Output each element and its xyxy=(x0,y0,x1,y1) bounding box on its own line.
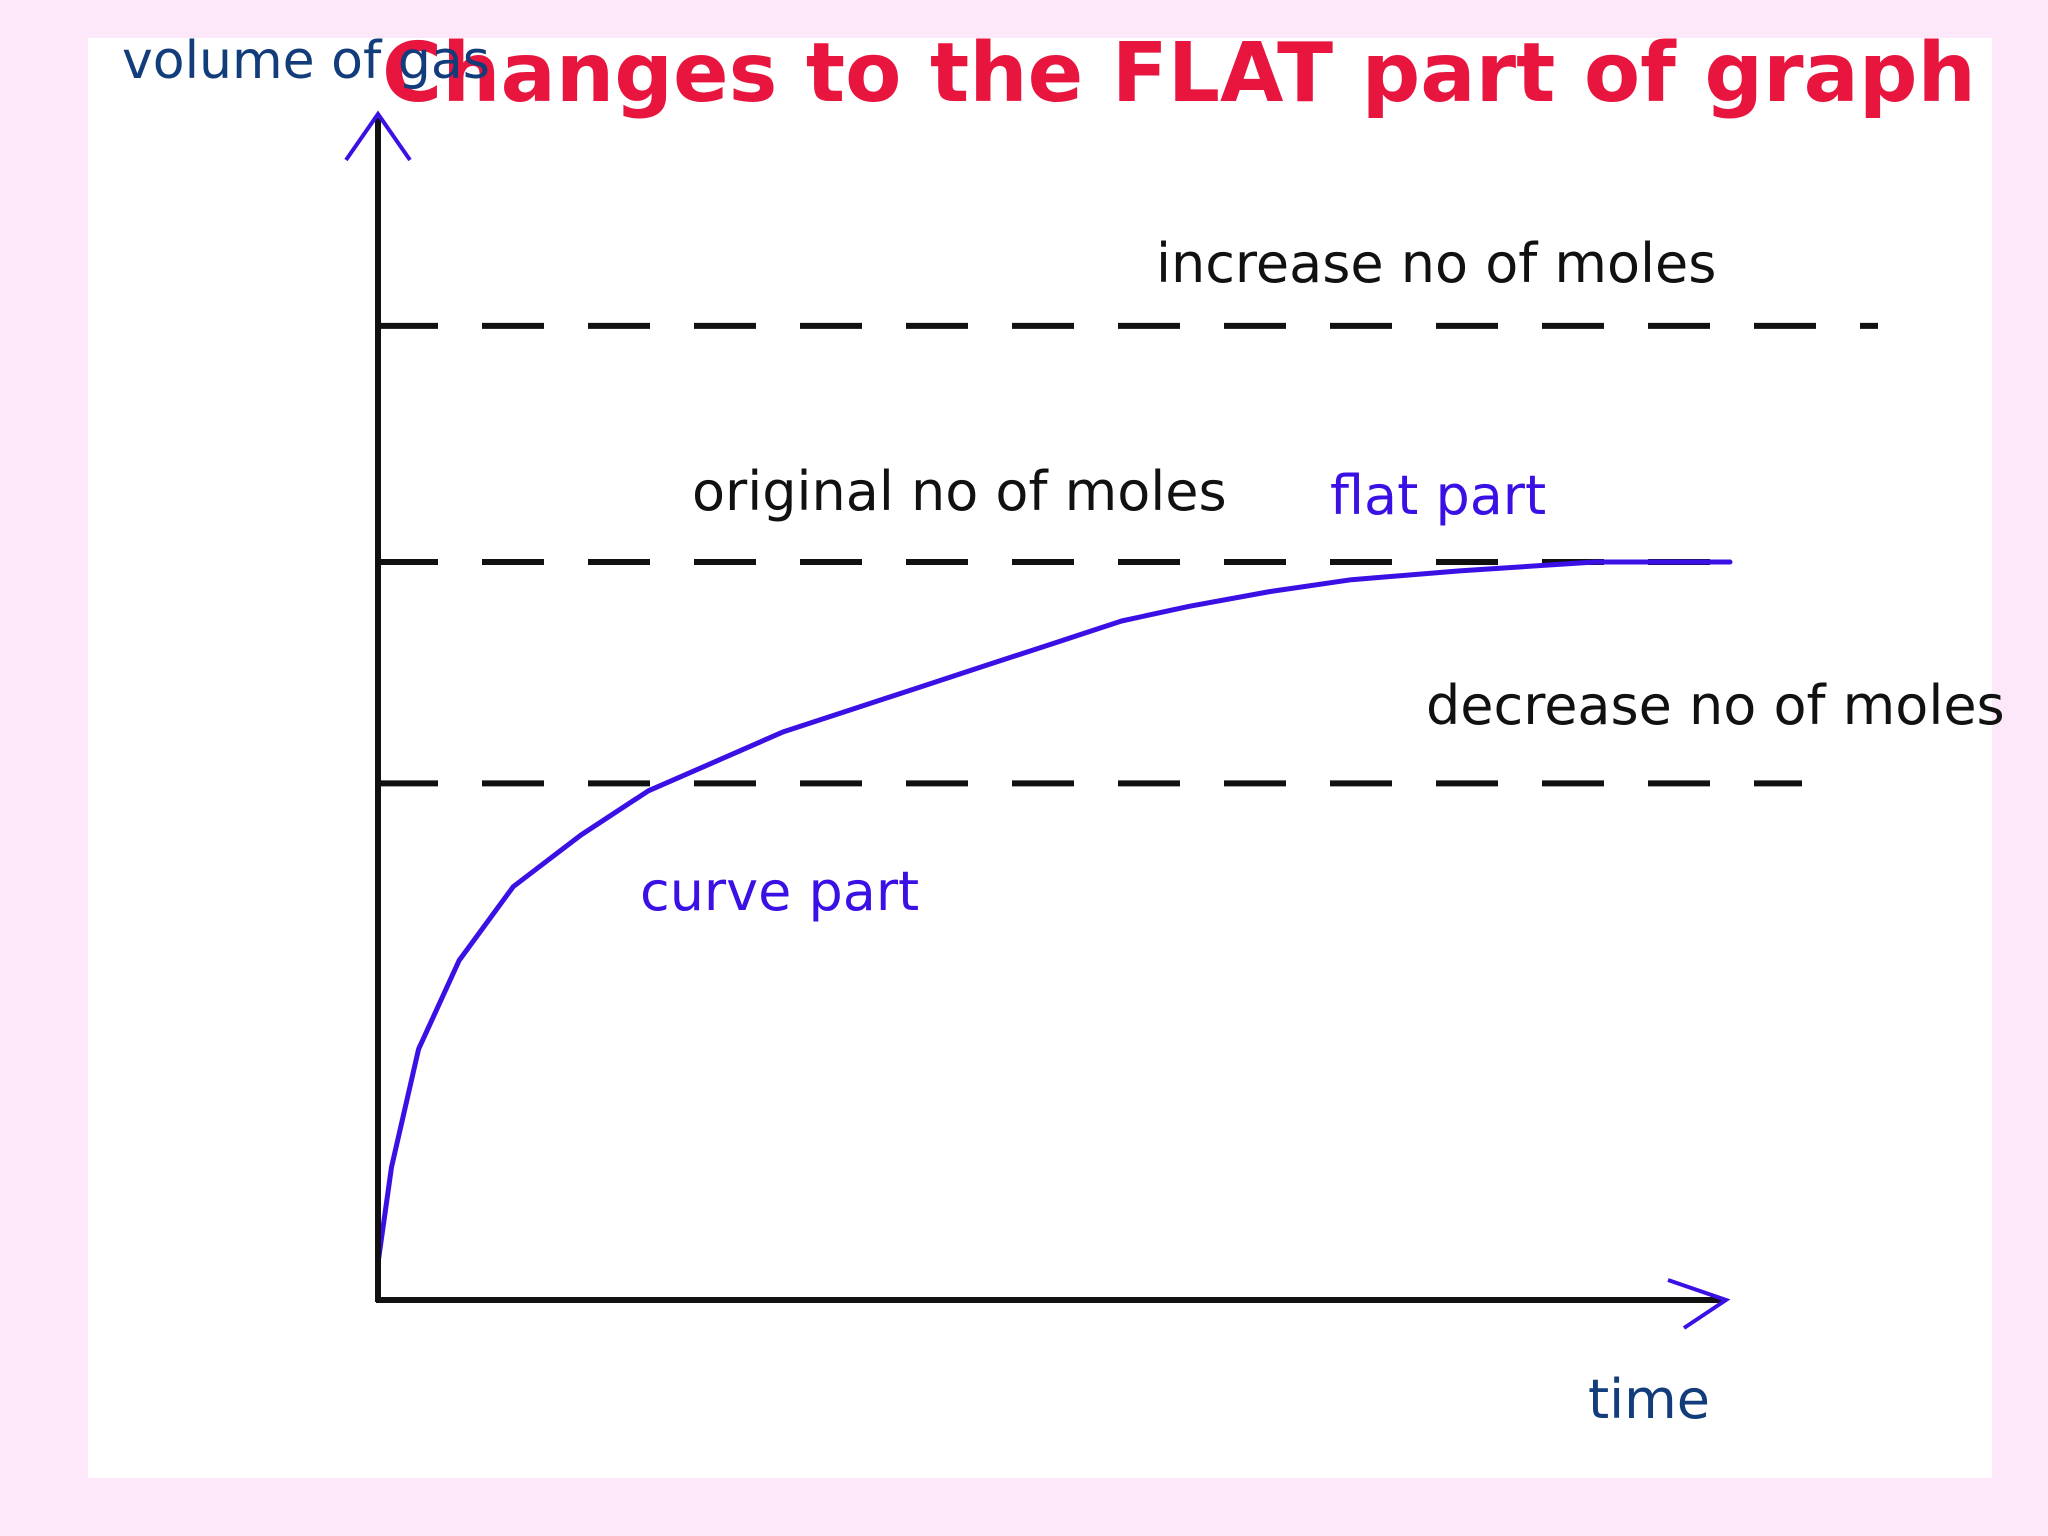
curve-layer xyxy=(375,559,1733,1266)
annotation-decrease: decrease no of moles xyxy=(1426,674,2005,737)
annotation-increase: increase no of moles xyxy=(1156,232,1717,295)
chart-panel xyxy=(88,38,1992,1478)
curve-series-0 xyxy=(375,559,1733,1266)
chart-title: Changes to the FLAT part of graph xyxy=(382,26,1976,121)
reference-lines xyxy=(376,322,1878,787)
annotation-original: original no of moles xyxy=(692,460,1227,523)
axes xyxy=(344,110,1731,1330)
annotation-curve-part: curve part xyxy=(640,860,920,923)
x-axis-label: time xyxy=(1588,1368,1711,1431)
y-axis-arrowhead xyxy=(344,110,412,162)
x-axis-arrowhead xyxy=(1667,1278,1731,1330)
annotation-flat-part: flat part xyxy=(1330,464,1547,527)
y-axis-label: volume of gas xyxy=(122,31,490,91)
